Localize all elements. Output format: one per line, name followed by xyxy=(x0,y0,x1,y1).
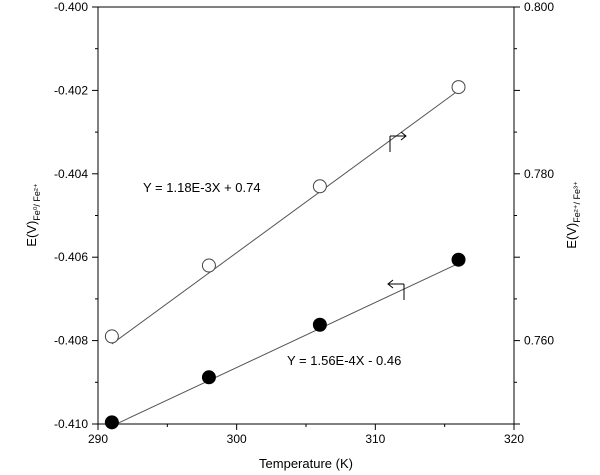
open-circle-point xyxy=(451,80,466,95)
right-y-tick-label: 0.760 xyxy=(524,334,554,348)
filled-circle-point xyxy=(104,415,119,430)
right-y-tick-label: 0.800 xyxy=(524,0,554,14)
arrow-left-axis xyxy=(387,279,405,300)
x-axis-ticks: 290 300 310 320 xyxy=(88,424,524,446)
left-y-axis-title-base: E(V) xyxy=(24,221,39,247)
filled-circle-point xyxy=(451,252,466,267)
filled-circle-point xyxy=(201,370,216,385)
right-y-axis-title-subscript: Fe²⁺/ Fe³⁺ xyxy=(572,181,582,223)
right-y-axis-ticks: 0.760 0.780 0.800 xyxy=(514,0,554,425)
open-circle-point xyxy=(201,258,216,273)
arrow-right-axis xyxy=(389,131,407,152)
fit-line-filled-series xyxy=(111,263,459,427)
left-y-tick-label: -0.404 xyxy=(54,167,88,181)
x-tick-label: 320 xyxy=(504,432,524,446)
fit-line-open-series xyxy=(111,89,459,345)
left-y-tick-label: -0.410 xyxy=(54,417,88,431)
equation-filled-series: Y = 1.56E-4X - 0.46 xyxy=(287,353,401,368)
left-y-axis-title: E(V)Fe⁰/ Fe²⁺ xyxy=(24,183,42,247)
right-y-tick-label: 0.780 xyxy=(524,167,554,181)
arrow-head xyxy=(387,279,394,289)
x-tick-label: 290 xyxy=(88,432,108,446)
left-y-tick-label: -0.402 xyxy=(54,83,88,97)
left-y-tick-label: -0.406 xyxy=(54,250,88,264)
right-y-axis-title-base: E(V) xyxy=(564,223,579,249)
right-y-axis-title: E(V)Fe²⁺/ Fe³⁺ xyxy=(564,181,582,249)
open-circle-point xyxy=(104,329,119,344)
left-y-tick-label: -0.400 xyxy=(54,0,88,14)
axis-indicator-arrows xyxy=(387,131,407,300)
x-tick-label: 300 xyxy=(227,432,247,446)
x-axis-title: Temperature (K) xyxy=(259,456,353,471)
left-y-axis-title-subscript: Fe⁰/ Fe²⁺ xyxy=(32,183,42,221)
left-y-axis-ticks: -0.410 -0.408 -0.406 -0.404 -0.402 -0.400 xyxy=(54,0,98,431)
left-y-tick-label: -0.408 xyxy=(54,334,88,348)
open-circle-point xyxy=(312,179,327,194)
data-markers xyxy=(104,80,466,430)
fit-lines xyxy=(111,89,459,427)
arrow-head xyxy=(400,131,407,141)
x-tick-label: 310 xyxy=(365,432,385,446)
equation-open-series: Y = 1.18E-3X + 0.74 xyxy=(143,180,261,195)
filled-circle-point xyxy=(312,317,327,332)
